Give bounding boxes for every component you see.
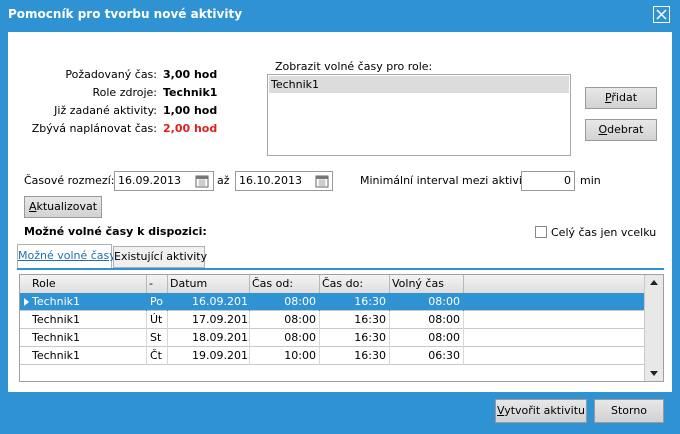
grid-cell: Technik1 (20, 347, 147, 365)
grid-cell: Út (147, 311, 168, 329)
summary-label: Požadovaný čas: (65, 68, 157, 81)
grid-header: Role - Datum Čas od: Čas do: Volný čas (20, 275, 645, 294)
interval-input[interactable]: 0 (521, 171, 575, 191)
close-icon (656, 9, 667, 20)
to-label: až (217, 174, 230, 187)
column-header: Čas od: (250, 275, 320, 293)
grid-cell: St (147, 329, 168, 347)
grid-cell: Technik1 (20, 311, 147, 329)
checkbox[interactable] (535, 226, 547, 238)
data-grid: Role - Datum Čas od: Čas do: Volný čas Technik… (19, 274, 664, 382)
section-title: Možné volné časy k dispozici: (24, 225, 207, 238)
grid-cell: 08:00 (250, 329, 320, 347)
summary-value: 2,00 hod (163, 122, 218, 135)
interval-label: Minimální interval mezi aktivitami: (360, 174, 551, 187)
scroll-down[interactable] (650, 371, 658, 376)
summary-label: Již zadané aktivity: (54, 104, 157, 117)
grid-row[interactable]: Technik1 Út 17.09.2013 08:00 16:30 08:00 (20, 311, 645, 329)
grid-cell: Technik1 (20, 329, 147, 347)
summary-value: Technik1 (163, 86, 218, 99)
grid-cell: 18.09.2013 (168, 329, 250, 347)
grid-row[interactable]: Technik1 Čt 19.09.2013 10:00 16:30 06:30 (20, 347, 645, 365)
checkbox-label[interactable]: Celý čas jen vcelku (551, 226, 657, 239)
grid-cell: 16:30 (320, 329, 390, 347)
remove-button[interactable]: Odebrat (585, 119, 657, 141)
grid-cell: Čt (147, 347, 168, 365)
grid-cell: Technik1 (20, 293, 147, 311)
row-indicator (24, 298, 29, 306)
tab-underline (17, 268, 664, 270)
create-button[interactable]: Vytvořit aktivitu (495, 399, 587, 423)
date-to[interactable]: 16.10.2013 (235, 171, 333, 191)
summary-value: 3,00 hod (163, 68, 218, 81)
grid-cell: 16:30 (320, 293, 390, 311)
grid-cell: 17.09.2013 (168, 311, 250, 329)
scroll-up[interactable] (650, 280, 658, 285)
grid-cell: 08:00 (390, 311, 464, 329)
range-label: Časové rozmezí: (24, 174, 115, 187)
window-title: Pomocník pro tvorbu nové aktivity (8, 7, 243, 21)
grid-cell: 08:00 (250, 293, 320, 311)
roles-list[interactable]: Technik1 (267, 74, 571, 156)
role-item[interactable]: Technik1 (269, 76, 569, 93)
add-button[interactable]: Přidat (585, 87, 657, 109)
refresh-button[interactable]: Aktualizovat (24, 196, 102, 218)
summary-label: Role zdroje: (92, 86, 158, 99)
column-header: - (147, 275, 168, 293)
roles-label: Zobrazit volné časy pro role: (275, 60, 433, 73)
calendar-icon[interactable] (195, 174, 209, 188)
summary-label: Zbývá naplánovat čas: (31, 122, 157, 135)
column-header: Čas do: (320, 275, 390, 293)
grid-cell: 06:30 (390, 347, 464, 365)
tab-label[interactable]: Možné volné časy (18, 249, 116, 262)
date-from[interactable]: 16.09.2013 (114, 171, 214, 191)
grid-row[interactable]: Technik1 St 18.09.2013 08:00 16:30 08:00 (20, 329, 645, 347)
column-header: Datum (168, 275, 250, 293)
scrollbar[interactable] (644, 275, 663, 381)
grid-cell: 19.09.2013 (168, 347, 250, 365)
grid-row[interactable]: Technik1 Po 16.09.2013 08:00 16:30 08:00 (20, 293, 645, 311)
grid-cell: 16:30 (320, 347, 390, 365)
grid-cell: 16:30 (320, 311, 390, 329)
calendar-icon[interactable] (315, 174, 329, 188)
grid-cell: 08:00 (390, 293, 464, 311)
grid-cell: 08:00 (390, 329, 464, 347)
tab[interactable]: Existující aktivity (113, 246, 207, 268)
interval-unit: min (580, 174, 601, 187)
close-button[interactable] (653, 6, 670, 23)
grid-cell: 10:00 (250, 347, 320, 365)
column-header: Volný čas (390, 275, 464, 293)
grid-cell: Po (147, 293, 168, 311)
cancel-button[interactable]: Storno (594, 399, 664, 423)
grid-cell: 16.09.2013 (168, 293, 250, 311)
grid-cell: 08:00 (250, 311, 320, 329)
summary-value: 1,00 hod (163, 104, 218, 117)
column-header: Role (20, 275, 147, 293)
tab-active[interactable]: Možné volné časy (17, 244, 116, 269)
